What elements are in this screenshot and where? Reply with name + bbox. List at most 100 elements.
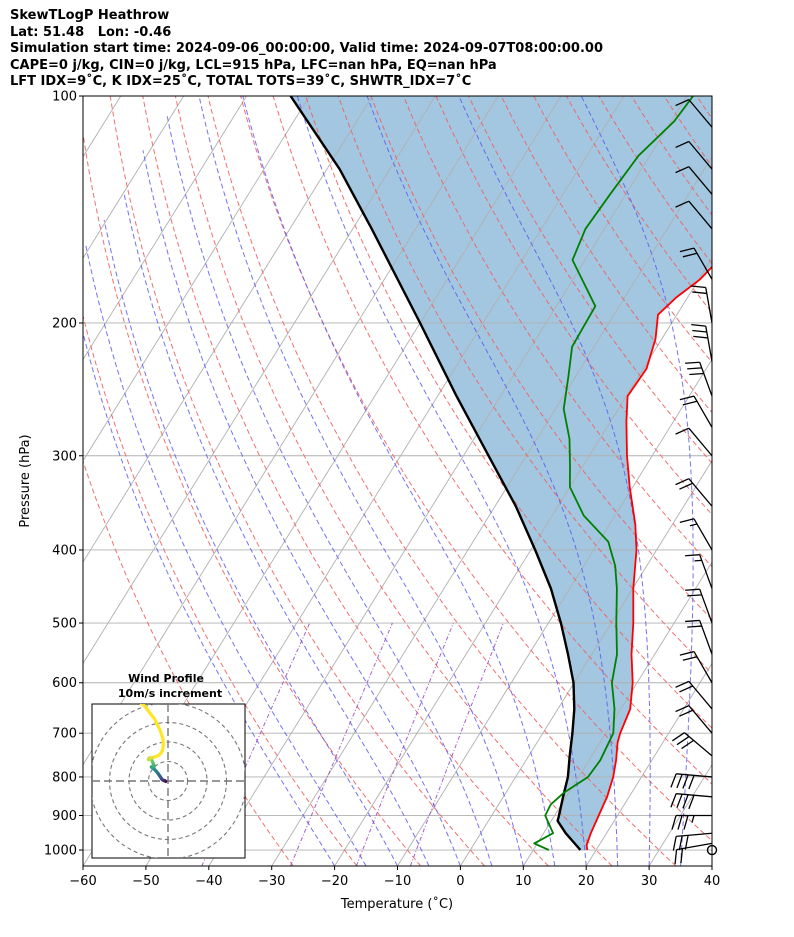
wind-barb-flag [680,848,684,864]
wind-barb-flag [675,427,690,435]
cin-area [290,96,712,850]
moist-adiabat-line [123,191,430,866]
isotherm-line [208,96,688,866]
wind-barb-flag [679,685,693,693]
wind-barb-flag [691,323,706,327]
wind-barb [691,285,713,324]
wind-barb-flag [671,815,677,830]
isotherm-line [334,257,712,866]
y-tick-label: 400 [52,543,77,558]
wind-barb [675,140,713,170]
wind-barb [675,99,713,128]
wind-barb-flag [685,588,700,591]
wind-barb-flag [689,372,704,376]
wind-barb-flag [685,619,700,623]
wind-barb-flag [675,99,690,107]
dry-adiabat-line [533,96,712,364]
x-tick-label: 10 [515,874,532,889]
wind-barb [672,832,713,851]
dry-adiabat-line [240,96,712,842]
wind-barb-flag [688,795,695,810]
wind-barb-flag [682,656,698,661]
wind-barb-flag [693,335,708,339]
cape-cin-shading [290,96,712,850]
isotherm-line [271,155,712,866]
wind-barb-flag [687,594,702,597]
wind-barb-staff [688,680,713,710]
moist-adiabat-line [142,150,461,866]
wind-barb [671,732,713,757]
profile-lines [289,96,712,851]
dry-adiabat-line [729,96,794,866]
x-tick-label: 30 [641,874,658,889]
hodograph-inset: Wind Profile 10m/s increment [91,672,246,859]
isotherm-line [83,96,436,665]
wind-barb-flag [675,680,690,688]
calm-wind-marker [706,844,718,856]
isotherm-line [711,865,712,866]
y-tick-label: 600 [52,676,77,691]
dry-adiabat-line [109,96,485,866]
wind-barb-staff [688,200,713,230]
x-tick-label: −60 [69,874,96,889]
wind-barb-flag [682,252,698,258]
wind-barb-flag [691,285,706,289]
wind-barb-flag [692,291,707,295]
wind-barb [685,554,713,589]
moist-adiabat-line [296,96,587,866]
x-tick-label: −10 [384,874,411,889]
x-tick-label: −20 [321,874,348,889]
wind-barb [675,200,713,230]
wind-barb-flag [677,815,683,830]
wind-barb-flag [688,775,695,790]
y-axis: 100 200 300 400 500 600 700 800 900 1000 [44,90,83,859]
dry-adiabat-line [762,96,794,866]
wind-barb [670,793,713,810]
dry-adiabat-line [403,96,712,568]
x-tick-label: 40 [704,874,721,889]
wind-barb-flag [687,625,702,628]
wind-barb-flag [676,774,683,789]
dry-adiabat-line [207,96,677,866]
x-tick-label: 20 [578,874,595,889]
wind-barb-flag [679,650,695,656]
wind-barb-flag [675,200,690,208]
wind-barb-flag [674,849,678,865]
dry-adiabat-line [500,96,712,414]
wind-barb [706,844,718,856]
wind-barb-flag [675,166,690,174]
dewpoint-line [533,96,694,851]
wind-barb-half-flag [689,523,698,527]
chart-title: SkewTLogP Heathrow Lat: 51.48 Lon: -0.46 S… [10,8,603,91]
mixing-ratio-line [409,622,504,866]
isotherm-line [585,662,712,866]
wind-barb [691,323,713,362]
wind-barb-flag [684,835,689,850]
isotherm-line [83,96,185,259]
mixing-ratio-line [201,622,311,866]
isotherm-line [83,96,373,563]
wind-barb-flag [670,793,677,808]
dry-adiabat-line [142,96,549,866]
mixing-ratio-line [355,622,454,866]
wind-barb-flag [685,361,700,364]
wind-barb [685,588,713,624]
wind-barb [675,427,713,457]
wind-barb-staff [676,842,713,851]
title-line-station: SkewTLogP Heathrow [10,8,170,23]
wind-barb-flag [685,554,700,557]
dry-adiabat-line [468,96,712,464]
wind-barb-flag [671,732,685,742]
wind-barb-flag [687,367,702,370]
wind-barb [685,619,713,655]
y-tick-label: 200 [52,316,77,331]
y-tick-label: 500 [52,617,77,632]
isotherm-line [460,459,712,866]
temperature-line [585,265,712,851]
wind-barbs [670,99,718,865]
wind-barb [675,680,713,710]
isotherm-line [522,561,712,866]
wind-barb-staff [688,427,713,457]
x-axis-label: Temperature (˚C) [340,896,453,912]
wind-barb-flag [682,794,689,809]
